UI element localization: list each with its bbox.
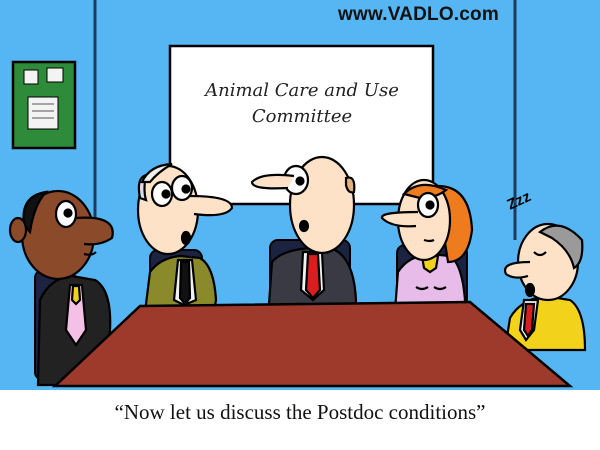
whiteboard-line-2: Committee (251, 106, 353, 127)
person-older-man (136, 162, 234, 314)
person-sleeping: Zzz (503, 188, 587, 352)
vadlo-watermark: www.VADLO.com (338, 4, 499, 25)
cartoon-caption: “Now let us discuss the Postdoc conditio… (114, 400, 486, 424)
conference-table (51, 300, 574, 388)
person-center-man (250, 155, 358, 327)
whiteboard-title: Animal Care and Use Committee (172, 78, 432, 130)
bulletin-board (11, 60, 77, 150)
cartoon-scene: Zzz (0, 0, 600, 390)
person-woman (380, 178, 474, 312)
whiteboard-line-1: Animal Care and Use (205, 80, 399, 101)
